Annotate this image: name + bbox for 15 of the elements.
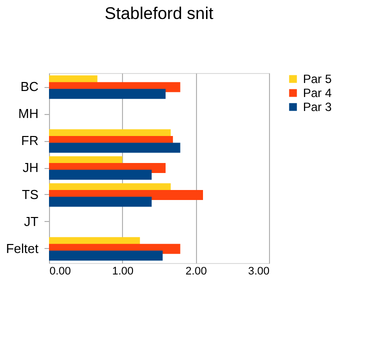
x-tick-label: 0.00 (50, 266, 71, 278)
y-tick-label: MH (18, 106, 38, 122)
legend-label: Par 3 (303, 100, 332, 114)
x-tick-label: 2.00 (185, 266, 207, 278)
y-tick-label: TS (22, 186, 39, 202)
y-tick-label: JH (22, 160, 38, 175)
y-tick-label: JT (24, 214, 39, 229)
y-tick-label: Feltet (6, 240, 39, 256)
x-tick-label: 3.00 (248, 266, 270, 278)
legend-label: Par 5 (303, 72, 332, 86)
legend-label: Par 4 (303, 86, 332, 100)
chart-title: Stableford snit (104, 4, 214, 23)
y-tick-label: BC (20, 79, 38, 94)
x-tick-label: 1.00 (112, 266, 134, 278)
y-tick-label: FR (21, 133, 38, 148)
